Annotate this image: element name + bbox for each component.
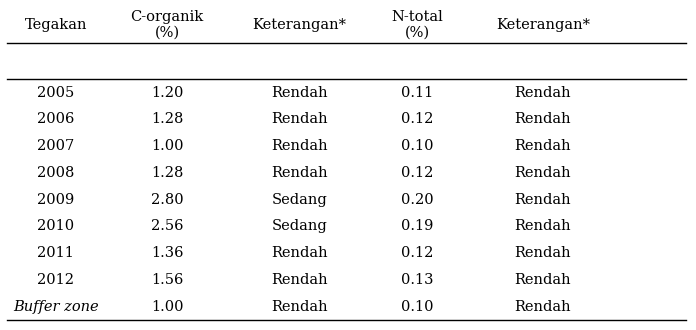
Text: 2.56: 2.56	[151, 219, 183, 233]
Text: 1.56: 1.56	[151, 273, 183, 287]
Text: Rendah: Rendah	[514, 85, 571, 100]
Text: Rendah: Rendah	[514, 112, 571, 126]
Text: Rendah: Rendah	[514, 273, 571, 287]
Text: 1.28: 1.28	[151, 112, 183, 126]
Text: Rendah: Rendah	[514, 300, 571, 314]
Text: 2.80: 2.80	[151, 193, 183, 207]
Text: 2007: 2007	[37, 139, 74, 153]
Text: Sedang: Sedang	[271, 219, 327, 233]
Text: 2011: 2011	[38, 246, 74, 260]
Text: Keterangan*: Keterangan*	[496, 18, 590, 32]
Text: Buffer zone: Buffer zone	[13, 300, 99, 314]
Text: 1.00: 1.00	[151, 300, 183, 314]
Text: Rendah: Rendah	[514, 246, 571, 260]
Text: 0.10: 0.10	[402, 139, 434, 153]
Text: 0.10: 0.10	[402, 300, 434, 314]
Text: Rendah: Rendah	[514, 139, 571, 153]
Text: 1.00: 1.00	[151, 139, 183, 153]
Text: 0.12: 0.12	[402, 112, 434, 126]
Text: Sedang: Sedang	[271, 193, 327, 207]
Text: 0.20: 0.20	[402, 193, 434, 207]
Text: 0.11: 0.11	[402, 85, 434, 100]
Text: Rendah: Rendah	[271, 139, 328, 153]
Text: 0.13: 0.13	[402, 273, 434, 287]
Text: Rendah: Rendah	[271, 166, 328, 180]
Text: Rendah: Rendah	[271, 112, 328, 126]
Text: 0.12: 0.12	[402, 166, 434, 180]
Text: C-organik
(%): C-organik (%)	[130, 10, 204, 40]
Text: Rendah: Rendah	[514, 193, 571, 207]
Text: Rendah: Rendah	[271, 273, 328, 287]
Text: 1.28: 1.28	[151, 166, 183, 180]
Text: 2012: 2012	[37, 273, 74, 287]
Text: 1.36: 1.36	[151, 246, 183, 260]
Text: Rendah: Rendah	[514, 219, 571, 233]
Text: 2009: 2009	[37, 193, 74, 207]
Text: Rendah: Rendah	[271, 246, 328, 260]
Text: 2006: 2006	[37, 112, 74, 126]
Text: 2005: 2005	[37, 85, 74, 100]
Text: 1.20: 1.20	[151, 85, 183, 100]
Text: Rendah: Rendah	[514, 166, 571, 180]
Text: Rendah: Rendah	[271, 300, 328, 314]
Text: 2010: 2010	[37, 219, 74, 233]
Text: 0.12: 0.12	[402, 246, 434, 260]
Text: 2008: 2008	[37, 166, 74, 180]
Text: Tegakan: Tegakan	[24, 18, 87, 32]
Text: 0.19: 0.19	[402, 219, 434, 233]
Text: N-total
(%): N-total (%)	[392, 10, 443, 40]
Text: Keterangan*: Keterangan*	[252, 18, 347, 32]
Text: Rendah: Rendah	[271, 85, 328, 100]
